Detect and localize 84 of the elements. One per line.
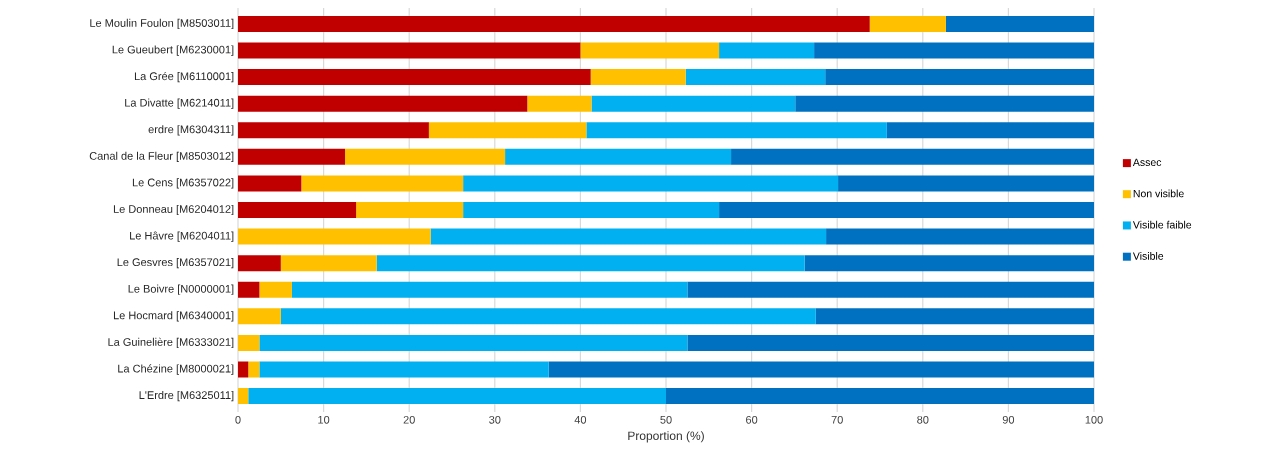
bar bbox=[825, 69, 1095, 86]
bar bbox=[248, 388, 667, 405]
bar bbox=[291, 281, 688, 298]
x-tick-label: 30 bbox=[489, 415, 501, 424]
bar bbox=[280, 255, 377, 272]
bar bbox=[238, 202, 357, 218]
bar bbox=[376, 255, 805, 272]
bar bbox=[238, 255, 281, 272]
bar bbox=[795, 95, 1095, 112]
y-tick-label: Le Boivre [N0000001] bbox=[128, 284, 234, 295]
bar bbox=[259, 334, 688, 351]
legend-label: Visible faible bbox=[1132, 220, 1192, 229]
bar bbox=[719, 42, 815, 59]
bar bbox=[248, 361, 260, 378]
bar bbox=[586, 122, 887, 139]
legend-label: Assec bbox=[1132, 158, 1162, 167]
x-tick-label: 50 bbox=[660, 415, 672, 424]
bar bbox=[838, 175, 1095, 192]
bar bbox=[430, 228, 827, 245]
bar bbox=[527, 95, 592, 112]
y-tick-label: Le Gueubert [M6230001] bbox=[112, 45, 234, 56]
bar bbox=[280, 308, 816, 325]
bar bbox=[238, 228, 431, 245]
bar bbox=[428, 122, 587, 139]
x-tick-label: 40 bbox=[574, 415, 587, 424]
bar bbox=[814, 42, 1095, 59]
bar bbox=[590, 69, 686, 86]
y-tick-label: La Chézine [M8000021] bbox=[118, 364, 234, 375]
bar bbox=[238, 308, 281, 325]
bar bbox=[826, 228, 1095, 245]
bar bbox=[238, 15, 870, 32]
bar bbox=[238, 175, 302, 192]
bar bbox=[238, 95, 528, 112]
y-tick-label: La Grée [M6110001] bbox=[134, 71, 234, 83]
bar bbox=[580, 42, 720, 59]
y-tick-label: erdre [M6304311] bbox=[148, 125, 234, 136]
bar bbox=[687, 334, 1095, 351]
bar bbox=[731, 148, 1095, 165]
y-tick-label: Le Hâvre [M6204011] bbox=[130, 231, 234, 242]
y-tick-label: Le Cens [M6357022] bbox=[132, 178, 234, 189]
bar bbox=[886, 122, 1095, 139]
x-tick-label: 100 bbox=[1085, 415, 1103, 424]
y-tick-label: La Guinelière [M6333021] bbox=[108, 337, 234, 349]
x-tick-label: 90 bbox=[1002, 415, 1015, 424]
bar bbox=[719, 202, 1095, 218]
x-tick-label: 60 bbox=[746, 415, 758, 424]
bar bbox=[356, 202, 464, 218]
x-axis-title: Proportion (%) bbox=[628, 431, 704, 443]
bar bbox=[301, 175, 464, 192]
x-tick-label: 0 bbox=[235, 415, 241, 424]
bar bbox=[463, 202, 720, 218]
x-tick-label: 80 bbox=[917, 415, 929, 424]
y-tick-label: Le Moulin Foulon [M8503011] bbox=[90, 18, 234, 30]
bar bbox=[238, 334, 260, 351]
bar bbox=[666, 388, 1095, 405]
bar bbox=[815, 308, 1095, 325]
bar bbox=[238, 69, 591, 86]
y-tick-label: L'Erdre [M6325011] bbox=[139, 390, 234, 402]
bar bbox=[259, 281, 292, 298]
legend-label: Visible bbox=[1132, 252, 1164, 260]
bar bbox=[804, 255, 1095, 272]
x-tick-label: 20 bbox=[403, 415, 415, 424]
y-tick-label: Le Gesvres [M6357021] bbox=[117, 258, 234, 269]
bar bbox=[869, 15, 946, 32]
y-tick-label: Canal de la Fleur [M8503012] bbox=[89, 151, 234, 162]
bar bbox=[238, 148, 346, 165]
x-tick-label: 70 bbox=[831, 415, 843, 424]
bar bbox=[505, 148, 732, 165]
bar bbox=[345, 148, 506, 165]
y-tick-label: Le Hocmard [M6340001] bbox=[113, 311, 234, 322]
bar bbox=[945, 15, 1095, 32]
bar bbox=[259, 361, 549, 378]
legend-label: Non visible bbox=[1133, 189, 1184, 198]
bar bbox=[685, 69, 826, 86]
bar bbox=[687, 281, 1095, 298]
bar bbox=[238, 122, 429, 139]
bar bbox=[548, 361, 1095, 378]
y-tick-label: La Divatte [M6214011] bbox=[125, 98, 234, 109]
bar bbox=[591, 95, 796, 112]
x-tick-label: 10 bbox=[318, 415, 330, 424]
bar bbox=[238, 42, 581, 59]
bar bbox=[463, 175, 839, 192]
bar bbox=[238, 281, 260, 298]
y-tick-label: Le Donneau [M6204012] bbox=[113, 204, 234, 216]
